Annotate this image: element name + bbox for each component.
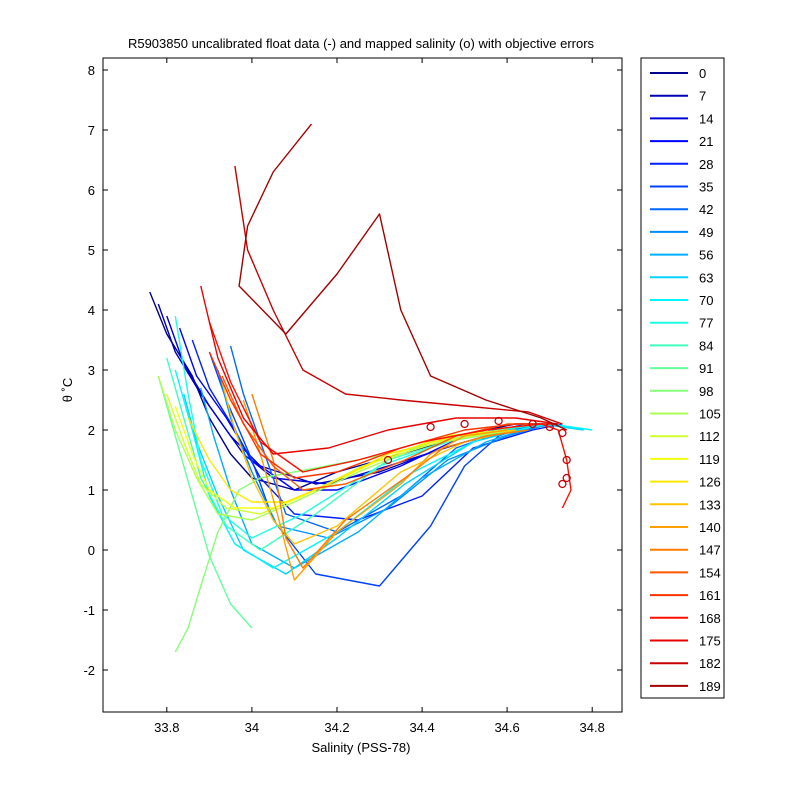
legend-label: 133 — [699, 497, 721, 512]
x-axis-label: Salinity (PSS-78) — [312, 740, 411, 755]
legend-label: 98 — [699, 384, 713, 399]
legend-label: 56 — [699, 248, 713, 263]
y-axis-label: θ ˚C — [60, 378, 75, 403]
y-tick-label: 2 — [88, 423, 95, 438]
legend-label: 77 — [699, 316, 713, 331]
legend-label: 175 — [699, 634, 721, 649]
legend-label: 161 — [699, 588, 721, 603]
legend-label: 119 — [699, 452, 720, 467]
legend-label: 28 — [699, 157, 713, 172]
y-tick-label: 5 — [88, 243, 95, 258]
legend-label: 7 — [699, 89, 706, 104]
legend-label: 35 — [699, 180, 713, 195]
x-tick-label: 33.8 — [154, 720, 179, 735]
chart-title: R5903850 uncalibrated float data (-) and… — [128, 36, 595, 51]
plot-area — [103, 58, 622, 712]
legend-label: 42 — [699, 202, 713, 217]
y-tick-label: 0 — [88, 543, 95, 558]
legend-label: 182 — [699, 656, 721, 671]
y-tick-label: 7 — [88, 123, 95, 138]
legend-label: 147 — [699, 543, 721, 558]
legend-label: 126 — [699, 475, 721, 490]
legend-label: 105 — [699, 407, 721, 422]
legend-label: 91 — [699, 361, 713, 376]
legend-label: 0 — [699, 66, 706, 81]
legend-label: 63 — [699, 270, 713, 285]
y-tick-label: 6 — [88, 183, 95, 198]
x-tick-label: 34.4 — [409, 720, 434, 735]
y-tick-label: 8 — [88, 63, 95, 78]
legend-label: 112 — [699, 429, 720, 444]
y-tick-label: 3 — [88, 363, 95, 378]
legend-label: 189 — [699, 679, 721, 694]
legend-label: 140 — [699, 520, 721, 535]
legend-label: 49 — [699, 225, 713, 240]
y-tick-label: 1 — [88, 483, 95, 498]
legend-label: 70 — [699, 293, 713, 308]
legend-label: 84 — [699, 338, 713, 353]
y-tick-label: -2 — [83, 663, 95, 678]
x-tick-label: 34 — [245, 720, 259, 735]
legend-label: 168 — [699, 611, 721, 626]
legend-label: 14 — [699, 111, 713, 126]
y-tick-label: 4 — [88, 303, 95, 318]
y-tick-label: -1 — [83, 603, 95, 618]
legend-label: 154 — [699, 565, 721, 580]
legend-label: 21 — [699, 134, 713, 149]
x-tick-label: 34.6 — [494, 720, 519, 735]
x-tick-label: 34.8 — [580, 720, 605, 735]
x-tick-label: 34.2 — [324, 720, 349, 735]
